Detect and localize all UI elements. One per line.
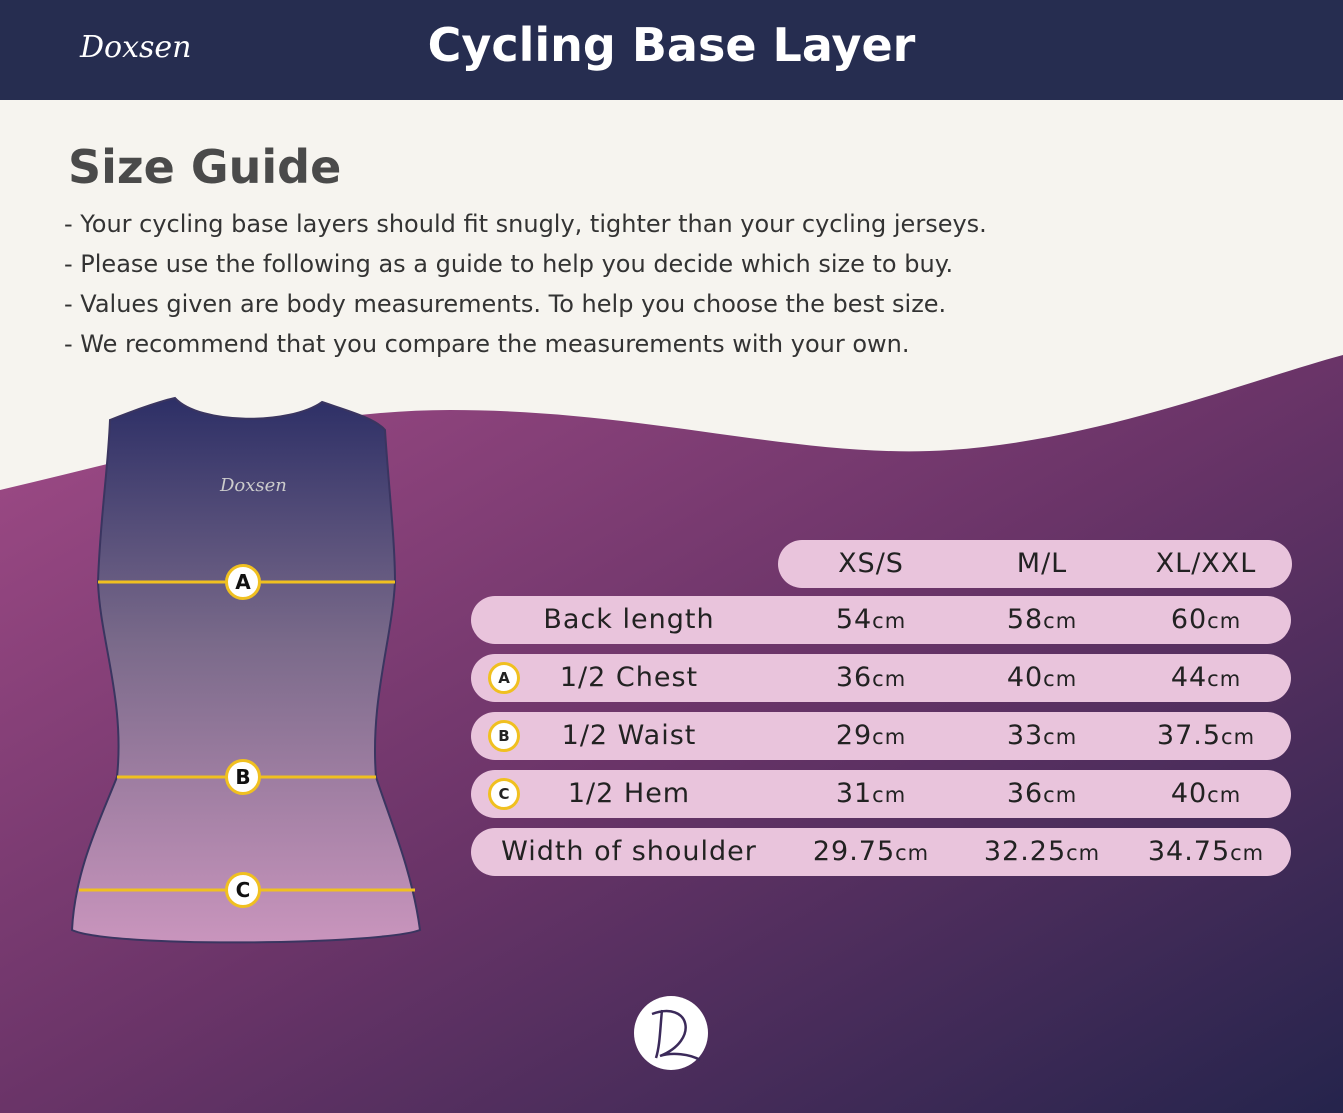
header-pill	[778, 540, 1292, 588]
size-value: 29cm	[781, 712, 961, 761]
row-pill	[471, 596, 1291, 644]
unit: cm	[1221, 725, 1256, 749]
unit: cm	[1043, 783, 1078, 807]
footer-logo-mark	[651, 1009, 701, 1062]
unit: cm	[872, 783, 907, 807]
size-value: 37.5cm	[1116, 712, 1296, 761]
row-marker: B	[488, 720, 520, 752]
intro-line: - Your cycling base layers should fit sn…	[64, 210, 987, 238]
value: 37.5	[1156, 720, 1222, 751]
value: 60	[1170, 604, 1208, 635]
value: 54	[835, 604, 873, 635]
intro-line: - Please use the following as a guide to…	[64, 250, 954, 278]
garment-marker: C	[225, 872, 261, 908]
header-bar	[0, 0, 1343, 100]
value: 36	[835, 662, 873, 693]
size-value: 54cm	[781, 596, 961, 645]
value: 33	[1006, 720, 1044, 751]
garment-marker: A	[225, 564, 261, 600]
unit: cm	[872, 609, 907, 633]
value: 40	[1170, 778, 1208, 809]
row-label: Back length	[543, 604, 715, 635]
row-pill	[471, 654, 1291, 702]
row-label: Width of shoulder	[501, 836, 757, 867]
value: 29.75	[812, 836, 896, 867]
unit: cm	[872, 667, 907, 691]
unit: cm	[1043, 609, 1078, 633]
value: 58	[1006, 604, 1044, 635]
row-label: 1/2 Waist	[561, 720, 697, 751]
unit: cm	[1043, 725, 1078, 749]
intro-line: - We recommend that you compare the meas…	[64, 330, 910, 358]
garment-marker: B	[225, 759, 261, 795]
unit: cm	[1066, 841, 1101, 865]
unit: cm	[1207, 609, 1242, 633]
size-value: 40cm	[1116, 770, 1296, 819]
size-value: 34.75cm	[1116, 828, 1296, 877]
row-pill	[471, 712, 1291, 760]
unit: cm	[872, 725, 907, 749]
heading: Size Guide	[68, 140, 342, 194]
column-header: XL/XXL	[1155, 548, 1257, 579]
value: 32.25	[983, 836, 1067, 867]
row-marker: A	[488, 662, 520, 694]
value: 29	[835, 720, 873, 751]
size-value: 40cm	[952, 654, 1132, 703]
value: 40	[1006, 662, 1044, 693]
size-value: 44cm	[1116, 654, 1296, 703]
title: Cycling Base Layer	[427, 18, 916, 72]
size-value: 36cm	[952, 770, 1132, 819]
size-value: 60cm	[1116, 596, 1296, 645]
unit: cm	[1043, 667, 1078, 691]
row-pill	[471, 828, 1291, 876]
value: 31	[835, 778, 873, 809]
size-value: 32.25cm	[952, 828, 1132, 877]
unit: cm	[1207, 783, 1242, 807]
column-header: M/L	[1016, 548, 1068, 579]
row-marker: C	[488, 778, 520, 810]
row-label: 1/2 Chest	[559, 662, 699, 693]
unit: cm	[895, 841, 930, 865]
brand: Doxsen	[80, 30, 192, 65]
unit: cm	[1207, 667, 1242, 691]
row-label: 1/2 Hem	[567, 778, 691, 809]
size-value: 29.75cm	[781, 828, 961, 877]
value: 44	[1170, 662, 1208, 693]
size-value: 58cm	[952, 596, 1132, 645]
intro-line: - Values given are body measurements. To…	[64, 290, 947, 318]
unit: cm	[1230, 841, 1265, 865]
value: 34.75	[1147, 836, 1231, 867]
size-value: 36cm	[781, 654, 961, 703]
garment-brand: Doxsen	[220, 475, 287, 496]
value: 36	[1006, 778, 1044, 809]
size-value: 31cm	[781, 770, 961, 819]
size-value: 33cm	[952, 712, 1132, 761]
column-header: XS/S	[838, 548, 904, 579]
row-pill	[471, 770, 1291, 818]
garment	[70, 396, 422, 944]
